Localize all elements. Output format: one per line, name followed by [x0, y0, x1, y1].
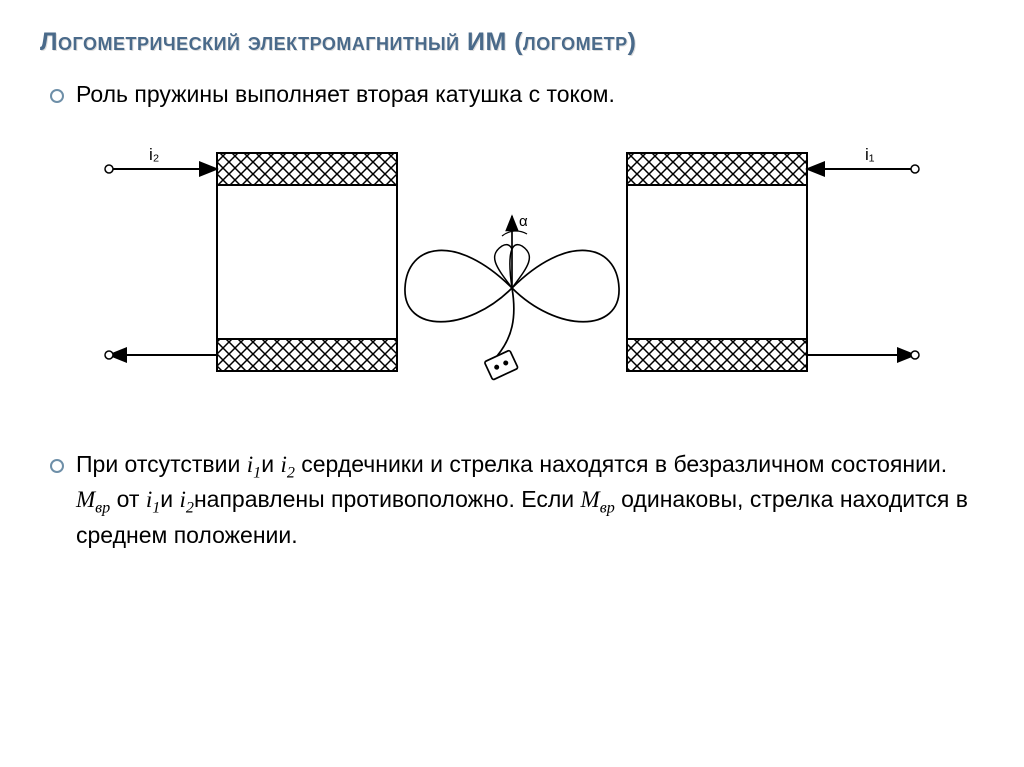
sym-i2b: i2 [180, 487, 194, 512]
sym-Mvr2: Mвр [581, 487, 615, 512]
label-i2: i₂ [149, 145, 159, 164]
text-fragment: и [261, 451, 280, 477]
text-fragment: направлены противоположно. Если [194, 486, 581, 512]
coil-left: i₂ [105, 145, 397, 371]
sym-i1: i1 [247, 452, 261, 477]
bullet-1: Роль пружины выполняет вторая катушка с … [50, 79, 984, 110]
text-fragment: сердечники и стрелка находятся в безразл… [295, 451, 947, 477]
slide-title: Логометрический электромагнитный ИМ (лог… [40, 28, 984, 57]
coil-right: i₁ [627, 145, 919, 371]
diagram-container: i₂ i₁ [40, 138, 984, 393]
text-fragment: и [160, 486, 179, 512]
sym-i2: i2 [280, 452, 294, 477]
label-i1: i₁ [865, 145, 875, 164]
sym-i1b: i1 [146, 487, 160, 512]
label-alpha: α [519, 213, 528, 230]
logometer-diagram: i₂ i₁ [97, 138, 927, 393]
sym-Mvr: Mвр [76, 487, 110, 512]
text-fragment: от [110, 486, 146, 512]
bullet-2: При отсутствии i1и i2 сердечники и стрел… [50, 449, 984, 551]
moving-core: α [405, 213, 619, 380]
text-fragment: При отсутствии [76, 451, 247, 477]
